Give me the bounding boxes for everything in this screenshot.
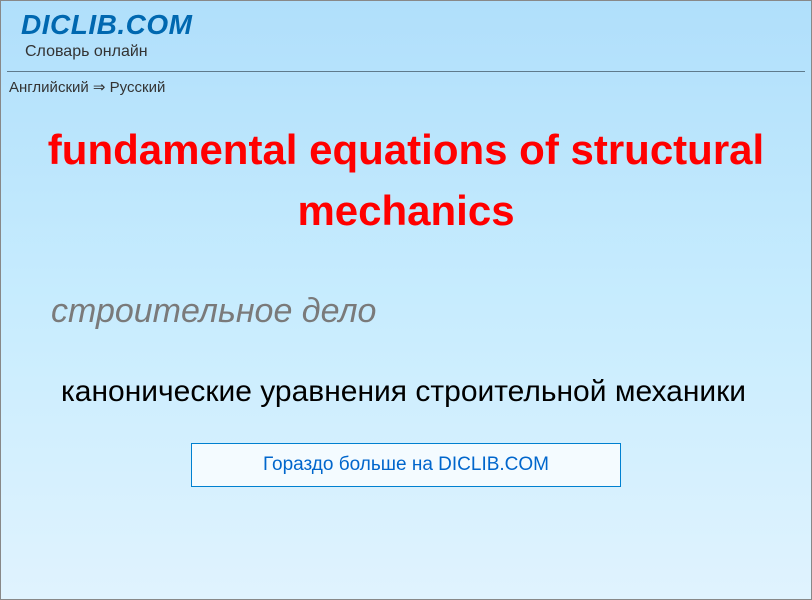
page-container: DICLIB.COM Словарь онлайн Английский ⇒ Р… [0,0,812,600]
footer-link-label: Гораздо больше на DICLIB.COM [263,454,549,475]
breadcrumb[interactable]: Английский ⇒ Русский [1,78,811,102]
site-subtitle: Словарь онлайн [21,43,791,61]
header-divider [7,71,805,72]
translation-text: канонические уравнения строительной меха… [1,341,811,423]
header-block: DICLIB.COM Словарь онлайн [1,1,811,67]
footer-more-link[interactable]: Гораздо больше на DICLIB.COM [191,443,621,487]
category-label: строительное дело [1,262,811,341]
site-title[interactable]: DICLIB.COM [21,9,791,41]
dictionary-term: fundamental equations of structural mech… [1,102,811,262]
